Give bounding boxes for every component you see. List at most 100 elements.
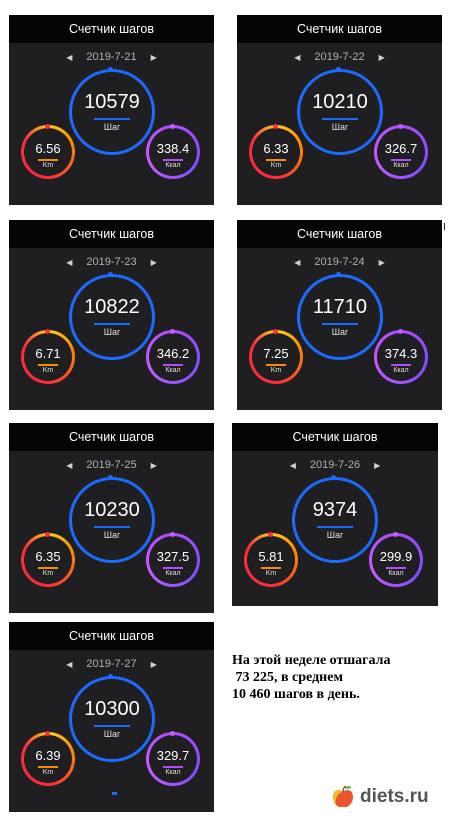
distance-value: 6.33 (263, 141, 289, 156)
distance-divider (261, 567, 281, 569)
steps-ring-marker-icon (108, 674, 113, 679)
card-title: Счетчик шагов (9, 15, 214, 43)
distance-divider (38, 567, 58, 569)
next-day-arrow-icon[interactable]: ▶ (378, 257, 385, 267)
calories-ring: 327.5 Ккал (146, 532, 200, 587)
distance-ring: 5.81 Km (244, 532, 298, 587)
steps-divider (317, 526, 353, 528)
edge-mark: I (443, 222, 446, 233)
date-selector: ◀ 2019-7-24 ▶ (237, 256, 442, 268)
steps-ring: 10822 Шаг (69, 272, 155, 360)
calories-ring: 374.3 Ккал (374, 329, 428, 384)
steps-unit: Шаг (103, 327, 121, 337)
steps-ring-marker-icon (108, 67, 113, 72)
distance-ring: 7.25 Km (249, 329, 303, 384)
step-counter-card-7: Счетчик шагов ◀ 2019-7-27 ▶ 10300 Шаг 6.… (9, 622, 214, 812)
steps-unit: Шаг (103, 122, 121, 132)
calories-value: 299.9 (379, 549, 413, 564)
summary-line-2: 73 225, в среднем (232, 670, 344, 685)
distance-ring: 6.39 Km (21, 731, 75, 786)
distance-value: 6.39 (35, 748, 61, 763)
distance-unit: Km (265, 570, 277, 577)
steps-divider (94, 725, 130, 727)
card-title-text: Счетчик шагов (297, 227, 382, 241)
calories-unit: Ккал (165, 769, 181, 776)
steps-unit: Шаг (331, 122, 349, 132)
step-counter-card-6: Счетчик шагов ◀ 2019-7-26 ▶ 9374 Шаг 5.8… (232, 423, 438, 606)
card-title-text: Счетчик шагов (292, 430, 378, 444)
calories-value: 374.3 (384, 346, 418, 361)
distance-value: 6.56 (35, 141, 61, 156)
date-label: 2019-7-25 (86, 459, 137, 471)
calories-ring: 329.7 Ккал (146, 731, 200, 786)
distance-value: 7.25 (263, 346, 289, 361)
steps-ring: 10230 Шаг (69, 475, 155, 563)
calories-divider (163, 766, 183, 768)
calories-ring-marker-icon (398, 329, 403, 334)
distance-unit: Km (42, 367, 54, 374)
calories-value: 327.5 (156, 549, 190, 564)
distance-divider (266, 364, 286, 366)
calories-ring-marker-icon (398, 124, 403, 129)
card-title-text: Счетчик шагов (69, 227, 154, 241)
calories-ring-marker-icon (393, 532, 398, 537)
steps-divider (94, 323, 130, 325)
card-title: Счетчик шагов (237, 220, 442, 248)
next-day-arrow-icon[interactable]: ▶ (150, 52, 157, 62)
card-title: Счетчик шагов (9, 423, 214, 451)
distance-value: 5.81 (258, 549, 284, 564)
distance-ring-marker-icon (273, 329, 278, 334)
steps-value: 10579 (84, 91, 140, 113)
date-selector: ◀ 2019-7-26 ▶ (232, 459, 438, 471)
date-selector: ◀ 2019-7-23 ▶ (9, 256, 214, 268)
next-day-arrow-icon[interactable]: ▶ (378, 52, 385, 62)
steps-unit: Шаг (103, 530, 121, 540)
summary-line-3: 10 460 шагов в день. (232, 687, 360, 702)
calories-unit: Ккал (165, 367, 181, 374)
steps-value: 10822 (84, 296, 140, 318)
steps-value: 9374 (312, 499, 358, 521)
steps-ring: 10579 Шаг (69, 67, 155, 155)
prev-day-arrow-icon[interactable]: ◀ (66, 257, 73, 267)
calories-divider (391, 159, 411, 161)
weekly-summary: На этой неделе отшагала 73 225, в средне… (232, 652, 442, 703)
distance-unit: Km (42, 769, 54, 776)
distance-unit: Km (270, 162, 282, 169)
date-label: 2019-7-23 (86, 256, 137, 268)
next-day-arrow-icon[interactable]: ▶ (150, 659, 157, 669)
prev-day-arrow-icon[interactable]: ◀ (294, 52, 301, 62)
calories-value: 326.7 (384, 141, 418, 156)
prev-day-arrow-icon[interactable]: ◀ (294, 257, 301, 267)
card-title-text: Счетчик шагов (297, 22, 382, 36)
step-counter-card-1: Счетчик шагов ◀ 2019-7-21 ▶ 10579 Шаг 6.… (9, 15, 214, 205)
distance-ring: 6.33 Km (249, 124, 303, 179)
step-counter-card-4: Счетчик шагов ◀ 2019-7-24 ▶ 11710 Шаг 7.… (237, 220, 442, 410)
steps-divider (322, 118, 358, 120)
distance-ring-marker-icon (45, 124, 50, 129)
calories-divider (163, 159, 183, 161)
steps-ring-marker-icon (336, 67, 341, 72)
calories-ring: 338.4 Ккал (146, 124, 200, 179)
calories-value: 329.7 (156, 748, 190, 763)
distance-unit: Km (42, 570, 54, 577)
prev-day-arrow-icon[interactable]: ◀ (66, 52, 73, 62)
card-title: Счетчик шагов (232, 423, 438, 451)
prev-day-arrow-icon[interactable]: ◀ (66, 460, 73, 470)
next-day-arrow-icon[interactable]: ▶ (374, 460, 381, 470)
step-counter-card-5: Счетчик шагов ◀ 2019-7-25 ▶ 10230 Шаг 6.… (9, 423, 214, 613)
calories-ring-marker-icon (170, 731, 175, 736)
calories-unit: Ккал (388, 570, 404, 577)
steps-divider (94, 118, 130, 120)
prev-day-arrow-icon[interactable]: ◀ (289, 460, 296, 470)
calories-ring-marker-icon (170, 124, 175, 129)
calories-ring: 326.7 Ккал (374, 124, 428, 179)
calories-unit: Ккал (165, 570, 181, 577)
prev-day-arrow-icon[interactable]: ◀ (66, 659, 73, 669)
steps-ring: 9374 Шаг (292, 475, 378, 563)
next-day-arrow-icon[interactable]: ▶ (150, 460, 157, 470)
date-label: 2019-7-22 (314, 51, 365, 63)
card-title-text: Счетчик шагов (69, 430, 154, 444)
next-day-arrow-icon[interactable]: ▶ (150, 257, 157, 267)
steps-unit: Шаг (103, 729, 121, 739)
calories-value: 338.4 (156, 141, 190, 156)
